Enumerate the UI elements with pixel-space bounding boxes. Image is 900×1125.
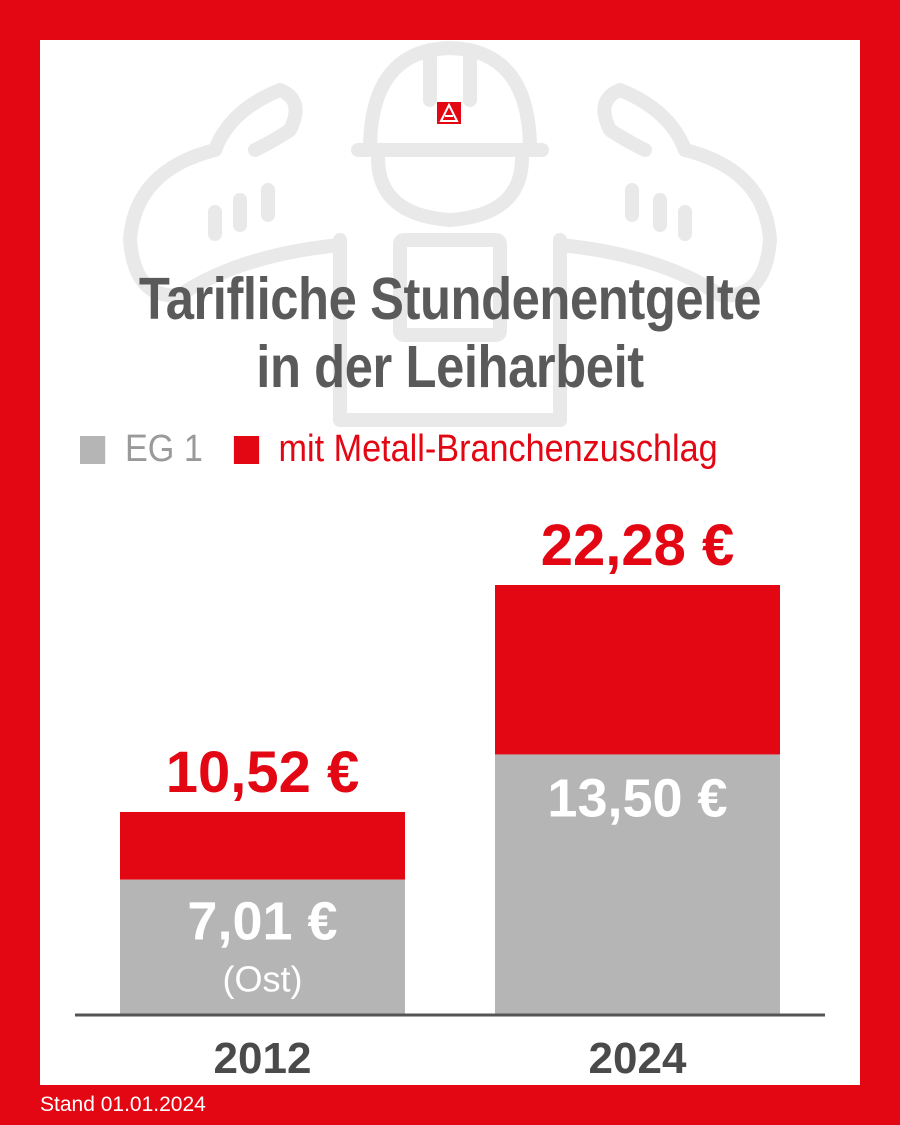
x-tick-label-2024: 2024 [589, 1034, 687, 1083]
total-label-2012: 10,52 € [166, 740, 360, 805]
chart-legend: EG 1 mit Metall-Branchenzuschlag [80, 428, 718, 471]
chart-title-line-2: in der Leiharbeit [256, 334, 644, 400]
infographic-panel: Tarifliche Stundenentgelte in der Leihar… [40, 40, 860, 1085]
footer-note: Stand 01.01.2024 [40, 1093, 206, 1116]
eg1-label-2012: 7,01 € [187, 892, 337, 952]
chart-title: Tarifliche Stundenentgelte in der Leihar… [97, 265, 802, 401]
ig-metall-logo-icon [437, 102, 461, 124]
strong-worker-with-hardhat-icon [123, 41, 777, 427]
chart-title-line-1: Tarifliche Stundenentgelte [138, 266, 762, 332]
legend-label-eg1: EG 1 [125, 428, 203, 470]
eg1-label-2024: 13,50 € [547, 768, 727, 828]
bar-metall-2012 [120, 811, 405, 880]
bar-eg1-2024 [495, 754, 780, 1015]
eg1-sublabel-2012: (Ost) [223, 959, 303, 1000]
legend-label-metall: mit Metall-Branchenzuschlag [278, 428, 718, 470]
bar-chart: 10,52 € 7,01 € (Ost) 2012 22,28 € 13,50 € 2024 [75, 513, 825, 1083]
legend-swatch-eg1 [80, 435, 106, 464]
total-label-2024: 22,28 € [541, 513, 735, 578]
bar-metall-2024 [495, 585, 780, 755]
legend-swatch-metall [233, 435, 259, 464]
bar-eg1-2012 [120, 879, 405, 1015]
x-tick-label-2012: 2012 [214, 1034, 312, 1083]
